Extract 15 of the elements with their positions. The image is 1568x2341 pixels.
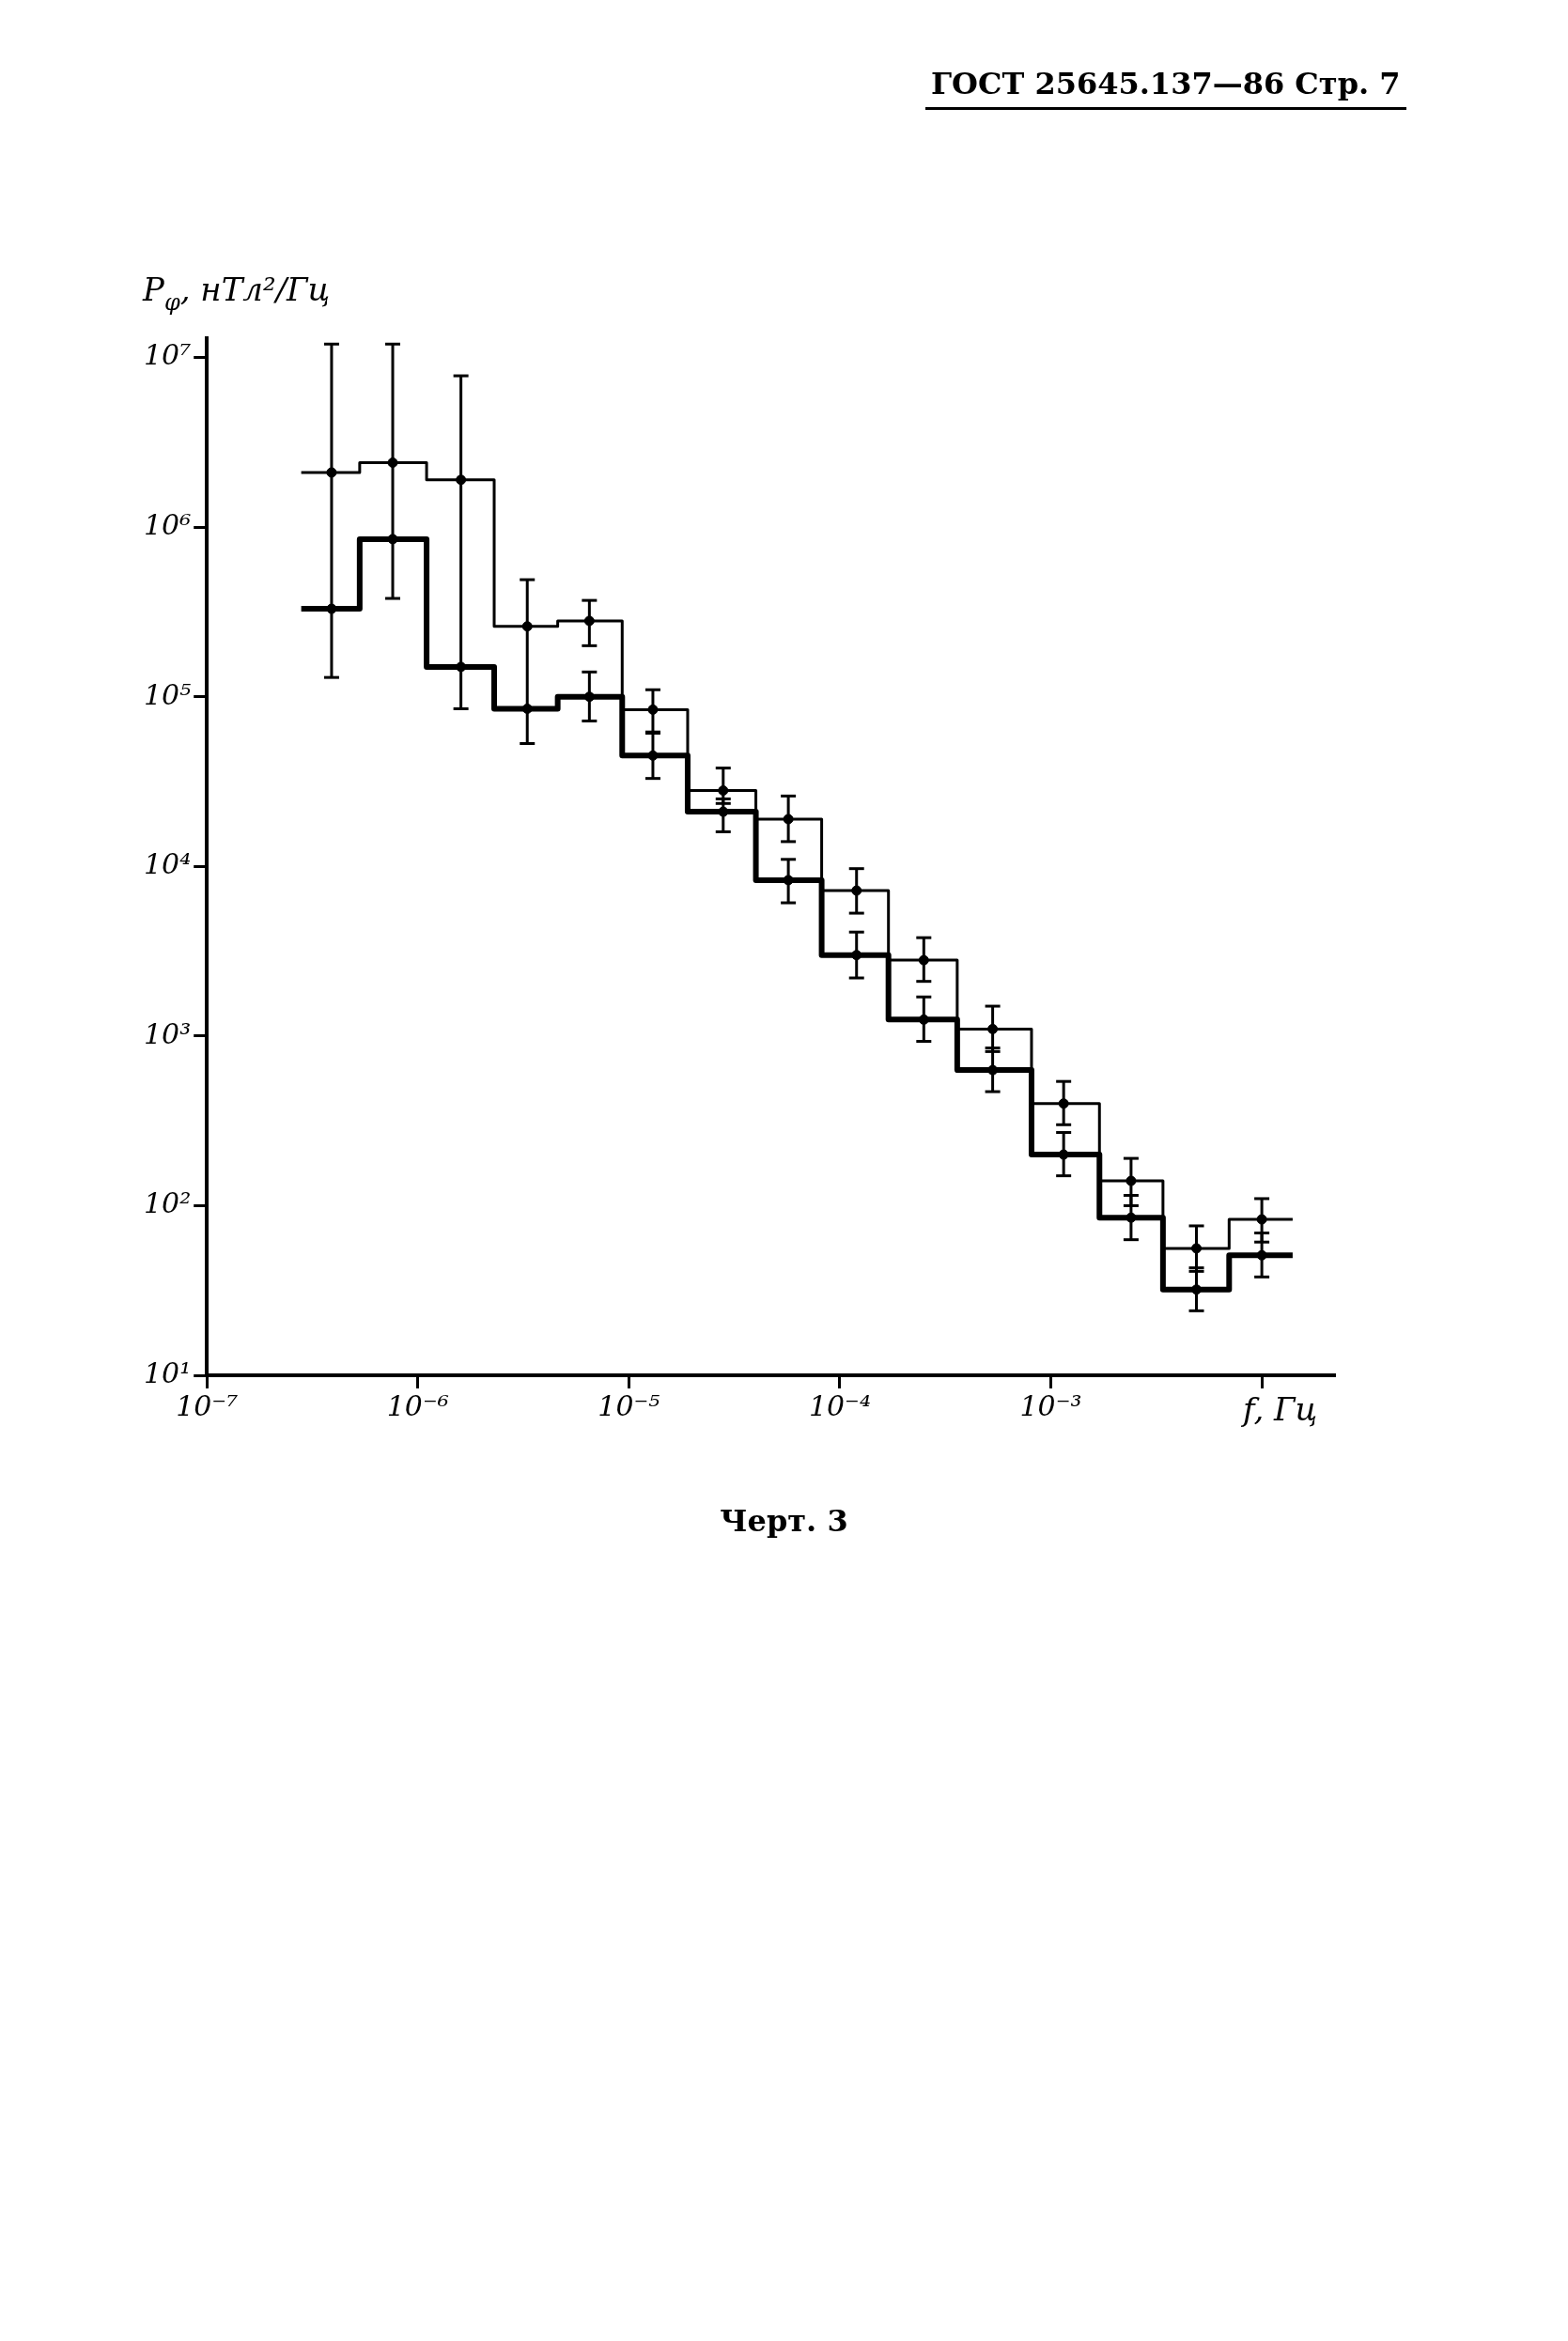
y-tick-label: 10⁷ (144, 338, 192, 372)
y-tick-label: 10¹ (144, 1356, 192, 1389)
y-tick-label: 10² (144, 1186, 192, 1220)
x-tick-label: 10⁻⁶ (386, 1388, 449, 1422)
text: Черт. 3 (719, 1503, 849, 1539)
y-tick-label: 10⁴ (144, 847, 192, 881)
text: ГОСТ 25645.137—86 Стр. 7 (925, 66, 1406, 110)
x-tick-label: 10⁻⁷ (176, 1388, 239, 1422)
x-tick-label: 10⁻⁴ (808, 1388, 871, 1422)
x-tick-label: 10⁻³ (1019, 1388, 1082, 1422)
x-tick-label: 10⁻⁵ (598, 1388, 660, 1422)
x-axis-title: f, Гц (1240, 1389, 1318, 1428)
y-tick-label: 10⁵ (144, 677, 192, 711)
y-tick-label: 10⁶ (144, 507, 192, 541)
y-tick-label: 10³ (144, 1016, 192, 1050)
